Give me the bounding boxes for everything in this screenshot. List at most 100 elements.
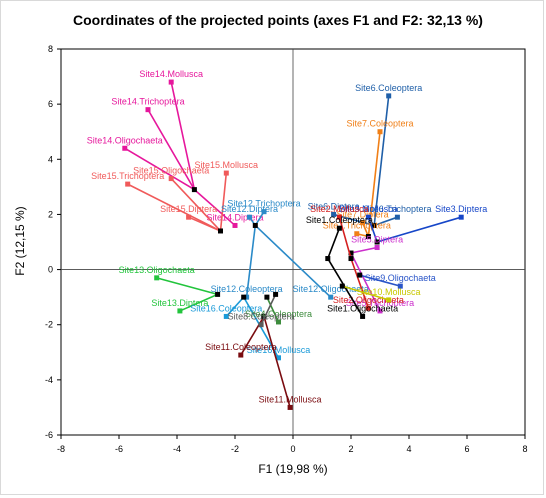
series-site4: Site4.Coleoptera [245, 294, 312, 325]
data-point [365, 305, 371, 311]
connector-line [342, 285, 389, 301]
point-label: Site14.Oligochaeta [87, 135, 163, 145]
connector-line [338, 216, 352, 259]
data-point [336, 214, 342, 220]
connector-line [350, 252, 381, 312]
data-point [287, 404, 293, 410]
data-point [360, 220, 366, 226]
x-tick-label: -8 [57, 444, 65, 454]
data-point [458, 214, 464, 220]
point-label: Site12.Diptera [221, 204, 278, 214]
data-point [365, 214, 371, 220]
point-label: Site3.Diptera [435, 204, 487, 214]
series-site11: Site11.Coleoptera Site11.Mollusca [205, 313, 322, 410]
y-axis-label: F2 (12,15 %) [13, 206, 27, 275]
data-point [397, 283, 403, 289]
point-label: Site11.Mollusca [259, 394, 322, 404]
data-point [354, 231, 360, 237]
connector-line [260, 294, 277, 326]
centroid-point [365, 233, 371, 239]
point-label: Site13.Oligochaeta [119, 265, 195, 275]
marks-layer: Site14.Mollusca Site14.Trichoptera Site14.… [87, 69, 487, 410]
connector-line [254, 224, 332, 298]
data-point [386, 93, 392, 99]
connector-line [359, 274, 401, 287]
point-label: Site11.Coleoptera [205, 342, 276, 352]
centroid-point [339, 283, 345, 289]
y-tick-label: 8 [48, 44, 53, 54]
data-point [386, 297, 392, 303]
data-point [154, 275, 160, 281]
connector-line [188, 216, 221, 232]
data-point [125, 181, 131, 187]
data-point [238, 352, 244, 358]
data-point [122, 145, 128, 151]
data-point [394, 214, 400, 220]
point-label: Site7.Diptera [337, 210, 389, 220]
series-site8: Site8.Coleoptera [228, 291, 295, 328]
data-point [244, 294, 250, 300]
series-site10: Site10.Mollusca [339, 283, 421, 303]
centroid-point [252, 222, 258, 228]
connector-line [373, 95, 390, 226]
connector-line [376, 216, 462, 243]
data-point [168, 79, 174, 85]
point-label: Site14.Trichoptera [111, 97, 184, 107]
point-label: Site15.Trichoptera [91, 171, 164, 181]
connector-line [124, 147, 195, 191]
connector-line [219, 172, 228, 232]
point-label: Site15.Mollusca [195, 160, 259, 170]
point-label: Site6.Coleoptera [355, 83, 422, 93]
point-label: Site15.Diptera [160, 204, 217, 214]
point-label: Site5.Diptera [351, 235, 403, 245]
x-tick-label: 4 [406, 444, 411, 454]
data-point [177, 308, 183, 314]
data-point [276, 319, 281, 325]
data-point [247, 214, 252, 220]
connector-line [156, 277, 218, 296]
x-axis-label: F1 (19,98 %) [258, 462, 327, 476]
axes-layer: -8 -6 -4 -2 0 2 4 6 8 -6 -4 -2 0 2 4 6 8 [45, 44, 528, 454]
point-label: Site2.Mollusca [310, 204, 369, 214]
centroid-point [348, 256, 354, 262]
centroid-point [374, 239, 380, 245]
data-point [328, 294, 334, 300]
data-point [232, 222, 238, 228]
data-point [360, 313, 366, 319]
centroid-point [348, 250, 354, 256]
point-label: Site4.Coleoptera [245, 309, 312, 319]
point-label: Site16.Coleoptera [190, 303, 262, 313]
point-label: Site7.Coleoptera [346, 119, 413, 129]
connector-line [179, 293, 218, 312]
point-label: Site14.Diptera [206, 212, 263, 222]
series-site15: Site15.MolluscaSite15.OligochaetaSite15.… [91, 160, 259, 234]
point-label: Site13.Diptera [151, 298, 208, 308]
x-tick-label: -6 [115, 444, 123, 454]
connector-line [373, 216, 398, 227]
data-point [331, 211, 337, 217]
point-label: Site12.Trichoptera [227, 199, 300, 209]
connector-line [327, 227, 341, 259]
point-label: Site12.Oligochaeta [293, 284, 369, 294]
connector-line [263, 316, 291, 408]
connector-line [147, 109, 196, 191]
data-point [261, 209, 267, 215]
connector-line [225, 296, 245, 317]
series-site13: Site13.Oligochaeta Site13.Diptera [119, 265, 221, 314]
centroid-point [264, 294, 270, 300]
data-point [276, 355, 281, 361]
x-tick-label: 8 [522, 444, 527, 454]
y-tick-label: 0 [48, 265, 53, 275]
centroid-point [261, 313, 267, 319]
point-label: Site5.Trichoptera [346, 298, 414, 308]
data-point [186, 214, 192, 220]
series-site9: Site9.Oligochaeta [357, 272, 436, 289]
chart-title: Coordinates of the projected points (axe… [73, 12, 483, 28]
data-point [258, 322, 264, 328]
point-label: Site10.Mollusca [357, 287, 421, 297]
connector-line [245, 225, 257, 298]
data-point [374, 245, 380, 251]
y-tick-label: -2 [45, 320, 53, 330]
